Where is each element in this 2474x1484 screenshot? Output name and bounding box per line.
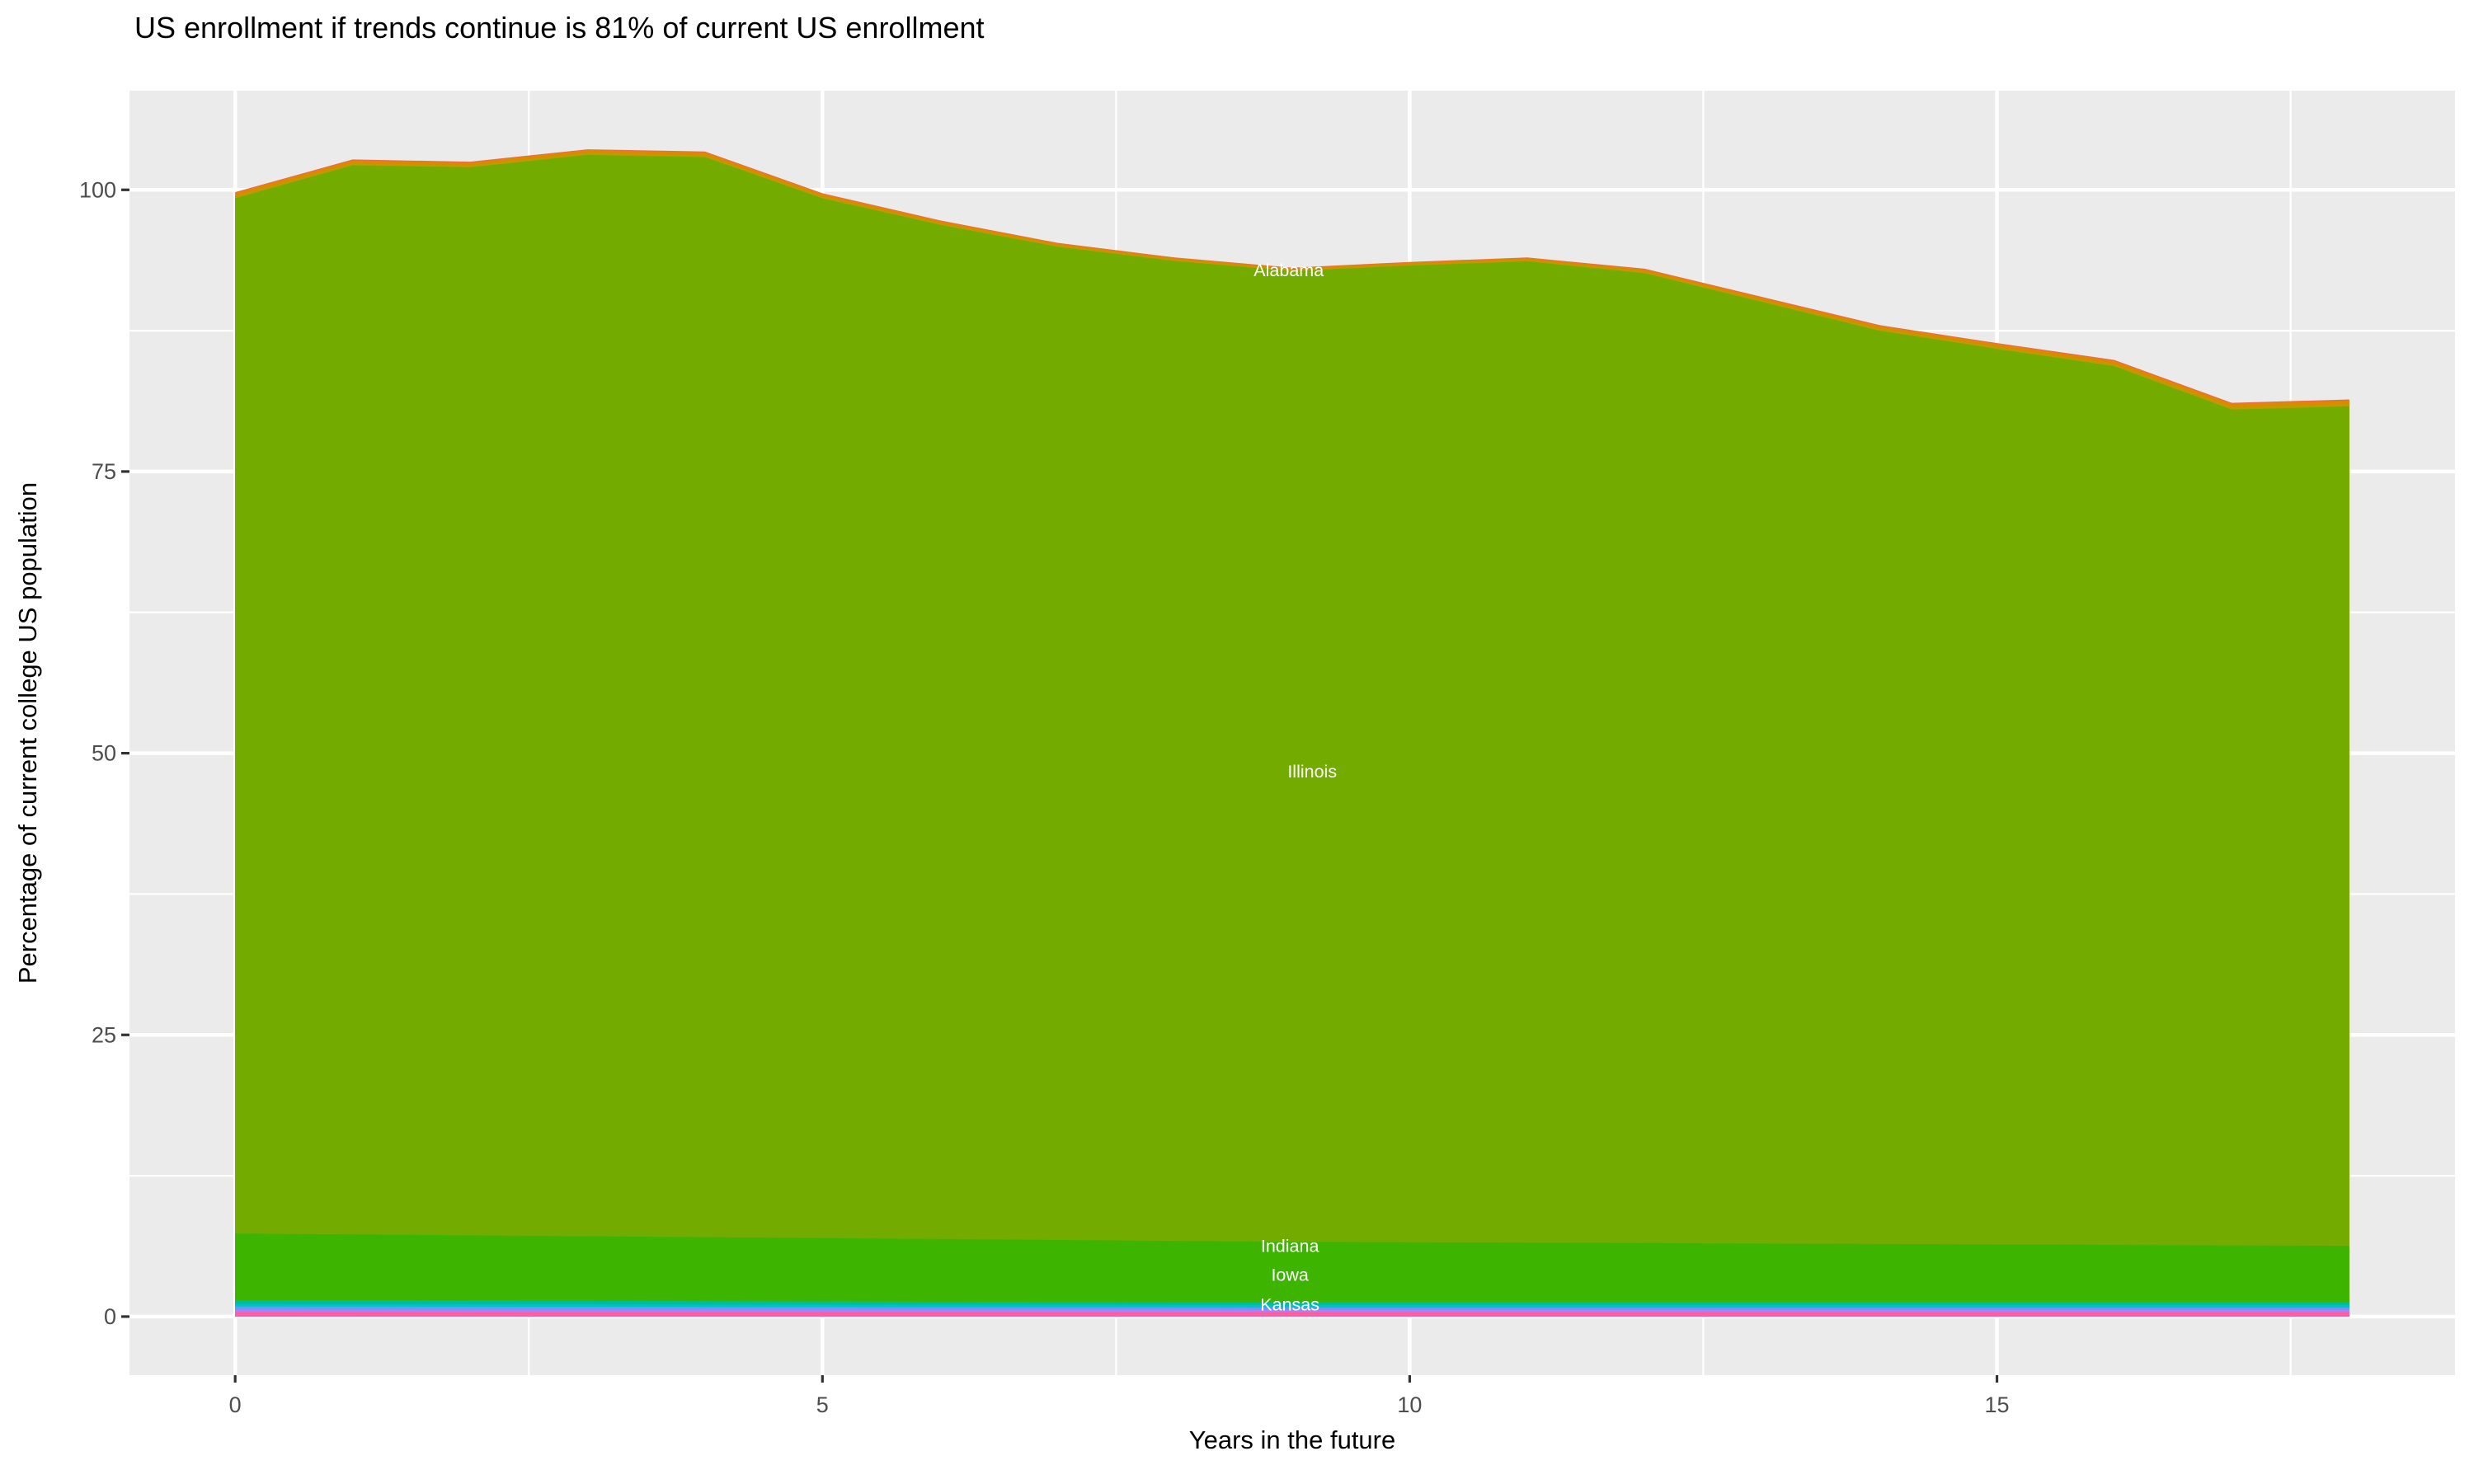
area-band-illinois-area	[235, 154, 2349, 1317]
chart-panel: 0 5 10 15 0 25 50 75 100 Alabama Illinois Indiana Io…	[79, 91, 2455, 1417]
x-tick-label: 5	[816, 1392, 829, 1417]
x-tick-label: 10	[1397, 1392, 1422, 1417]
area-band-mid-green-band-indiana-iowa-kansas	[235, 1233, 2349, 1317]
area-band-bottom-stripe-pink	[235, 1312, 2349, 1317]
x-axis-title: Years in the future	[1189, 1425, 1395, 1454]
area-label-iowa: Iowa	[1271, 1265, 1308, 1284]
area-label-indiana: Indiana	[1261, 1237, 1319, 1256]
area-label-illinois: Illinois	[1287, 762, 1337, 782]
y-axis-title: Percentage of current college US populat…	[13, 482, 42, 984]
area-label-alabama: Alabama	[1253, 261, 1324, 280]
y-tick-label: 50	[92, 741, 116, 766]
y-tick-label: 100	[79, 177, 116, 202]
x-tick-label: 15	[1985, 1392, 2010, 1417]
y-tick-label: 75	[92, 459, 116, 484]
y-tick-label: 25	[92, 1022, 116, 1047]
chart-title: US enrollment if trends continue is 81% …	[134, 11, 984, 45]
area-label-kansas: Kansas	[1260, 1295, 1319, 1315]
x-tick-label: 0	[229, 1392, 242, 1417]
y-tick-label: 0	[104, 1304, 116, 1329]
